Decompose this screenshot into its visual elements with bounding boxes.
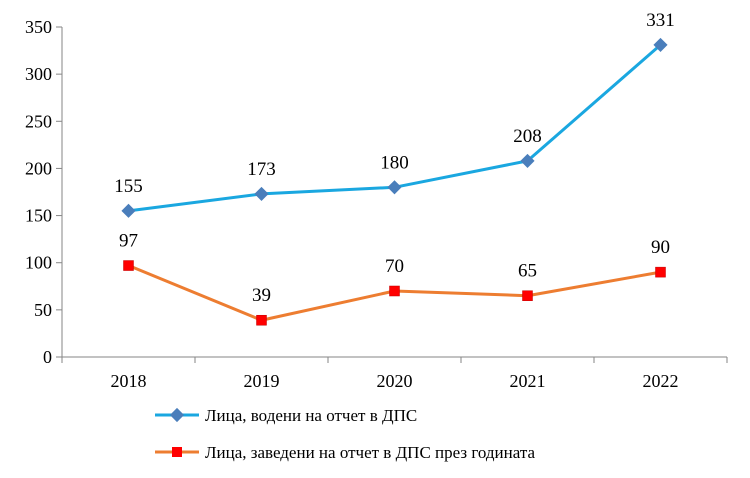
y-tick-label: 100 xyxy=(25,253,52,273)
data-label: 331 xyxy=(646,10,675,31)
data-point-diamond xyxy=(653,37,668,52)
x-axis-ticks: 2018 2019 2020 2021 2022 xyxy=(61,357,728,391)
data-point-diamond xyxy=(254,186,269,201)
data-point-square xyxy=(655,266,666,278)
legend-entry-2: Лица, заведени на отчет в ДПС през годин… xyxy=(155,443,535,462)
data-point-square xyxy=(256,314,267,326)
legend-square-marker xyxy=(172,447,182,457)
legend-label-1: Лица, водени на отчет в ДПС xyxy=(205,406,417,425)
x-tick-label: 2019 xyxy=(244,371,280,391)
legend-entry-1: Лица, водени на отчет в ДПС xyxy=(155,406,417,425)
y-tick-label: 200 xyxy=(25,158,52,178)
y-tick-label: 0 xyxy=(43,347,52,367)
y-tick-label: 50 xyxy=(34,300,52,320)
x-tick-label: 2021 xyxy=(510,371,546,391)
data-point-square xyxy=(123,260,134,271)
legend-label-2: Лица, заведени на отчет в ДПС през годин… xyxy=(205,443,535,462)
data-point-square xyxy=(522,290,533,301)
data-label: 180 xyxy=(380,152,409,173)
chart-axes xyxy=(61,27,727,358)
data-label: 39 xyxy=(252,285,271,306)
data-label: 90 xyxy=(651,237,670,258)
data-label: 155 xyxy=(114,176,143,197)
y-tick-label: 250 xyxy=(25,111,52,131)
data-labels: 155 173 180 208 331 97 39 70 65 90 xyxy=(114,10,675,306)
x-tick-label: 2018 xyxy=(111,371,147,391)
y-axis-ticks: 0 50 100 150 200 250 300 350 xyxy=(25,17,62,367)
legend-diamond-marker xyxy=(169,407,185,423)
legend: Лица, водени на отчет в ДПС Лица, заведе… xyxy=(155,406,535,462)
x-tick-label: 2022 xyxy=(643,371,679,391)
x-tick-label: 2020 xyxy=(377,371,413,391)
data-point-diamond xyxy=(387,180,402,195)
series-layer xyxy=(121,37,668,326)
data-label: 70 xyxy=(385,256,404,277)
data-label: 173 xyxy=(247,159,276,180)
data-point-diamond xyxy=(520,153,535,168)
y-tick-label: 350 xyxy=(25,17,52,37)
data-point-square xyxy=(389,285,400,297)
data-label: 208 xyxy=(513,126,542,147)
y-tick-label: 300 xyxy=(25,64,52,84)
data-label: 65 xyxy=(518,261,537,282)
data-label: 97 xyxy=(119,231,138,252)
y-tick-label: 150 xyxy=(25,206,52,226)
data-point-diamond xyxy=(121,203,136,218)
